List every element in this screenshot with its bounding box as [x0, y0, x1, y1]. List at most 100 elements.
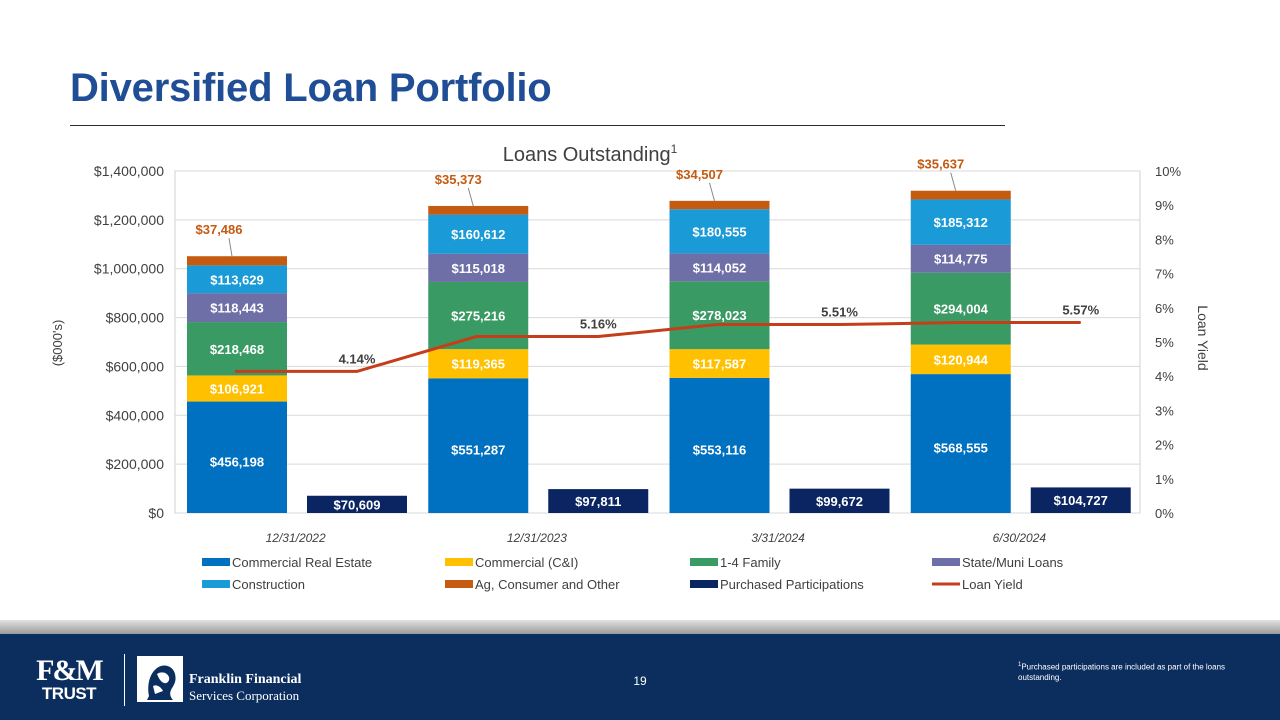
bar-segment [910, 190, 1011, 200]
bar-segment [910, 272, 1011, 345]
legend-swatch [202, 580, 230, 588]
data-label: $37,486 [196, 222, 243, 237]
data-label: $185,312 [934, 215, 988, 230]
slide-title: Diversified Loan Portfolio [70, 66, 552, 110]
y2-tick-label: 1% [1155, 472, 1174, 487]
franklin-portrait-icon [137, 656, 183, 702]
footnote-mark: 1 [1018, 662, 1022, 668]
legend-swatch [445, 558, 473, 566]
legend-label: State/Muni Loans [962, 555, 1064, 570]
data-label: $553,116 [693, 442, 747, 457]
data-label: $35,637 [917, 157, 964, 172]
data-label: $113,629 [210, 272, 264, 287]
chart-title-text: Loans Outstanding [503, 144, 671, 166]
legend-swatch [202, 558, 230, 566]
bar-segment [910, 344, 1011, 375]
y-tick-label: $1,200,000 [94, 212, 164, 228]
data-label: $275,216 [451, 309, 505, 324]
data-label: $97,811 [575, 494, 621, 509]
y2-tick-label: 2% [1155, 438, 1174, 453]
y2-tick-label: 6% [1155, 301, 1174, 316]
bar-segment [428, 205, 529, 215]
y2-tick-label: 10% [1155, 164, 1181, 179]
y-tick-label: $200,000 [106, 456, 165, 472]
data-label: $568,555 [934, 441, 988, 456]
yield-label: 5.51% [821, 305, 858, 320]
y2-tick-label: 3% [1155, 403, 1174, 418]
data-label: $117,587 [693, 357, 747, 372]
footnote-text: Purchased participations are included as… [1018, 662, 1226, 682]
data-label: $34,507 [676, 167, 723, 182]
franklin-logo-line1: Franklin Financial [189, 672, 302, 687]
leader-line [709, 182, 715, 201]
bar-segment [669, 281, 770, 350]
participation-bar [1030, 487, 1131, 513]
bar-segment [187, 401, 287, 513]
data-label: $104,727 [1054, 493, 1108, 508]
legend-swatch [445, 580, 473, 588]
loan-yield-line [235, 321, 1081, 373]
bar-segment [669, 349, 770, 378]
y-tick-label: $600,000 [106, 358, 165, 374]
bar-segment [428, 349, 529, 379]
bar-segment [187, 375, 287, 402]
data-label: $119,365 [451, 357, 505, 372]
franklin-logo-line2: Services Corporation [189, 688, 300, 703]
participation-bar [548, 489, 649, 513]
footer-bar [0, 634, 1280, 720]
x-tick-label: 12/31/2022 [266, 531, 326, 545]
legend-label: Loan Yield [962, 577, 1023, 592]
x-tick-label: 3/31/2024 [751, 531, 805, 545]
yield-label: 4.14% [339, 351, 376, 366]
data-label: $35,373 [435, 172, 482, 187]
y-tick-label: $0 [148, 505, 164, 521]
data-label: $218,468 [210, 342, 264, 357]
franklin-financial-logo: Franklin Financial Services Corporation [189, 672, 301, 703]
fm-logo-line1: F&M [36, 654, 104, 687]
fm-trust-logo: F&M TRUST [26, 654, 112, 703]
participation-bar [789, 488, 890, 513]
y2-tick-label: 9% [1155, 198, 1174, 213]
legend-label: Ag, Consumer and Other [475, 577, 620, 592]
page-number: 19 [633, 674, 647, 688]
bar-segment [187, 322, 287, 376]
data-label: $118,443 [210, 301, 264, 316]
data-label: $114,052 [693, 260, 747, 275]
y2-tick-label: 8% [1155, 232, 1174, 247]
y2-axis-label: Loan Yield [1195, 305, 1211, 370]
legend-label: Commercial (C&I) [475, 555, 578, 570]
chart-title-sup: 1 [671, 142, 678, 156]
yield-label: 5.57% [1062, 303, 1099, 318]
data-label: $180,555 [692, 224, 746, 239]
y-tick-label: $1,400,000 [94, 163, 164, 179]
bar-segment [187, 256, 287, 266]
yield-label: 5.16% [580, 317, 617, 332]
bar-segment [187, 293, 287, 323]
bar-segment [428, 253, 529, 282]
chart-title: Loans Outstanding1 [503, 142, 678, 166]
y-axis-label: ($000's) [50, 320, 65, 367]
bar-segment [910, 374, 1011, 513]
data-label: $456,198 [210, 454, 264, 469]
data-label: $115,018 [451, 261, 505, 276]
leader-line [950, 172, 957, 191]
y-tick-label: $400,000 [106, 407, 165, 423]
y2-tick-label: 5% [1155, 335, 1174, 350]
legend-label: Construction [232, 577, 305, 592]
bar-segment [669, 209, 770, 254]
x-tick-label: 6/30/2024 [993, 531, 1047, 545]
bar-segment [187, 265, 287, 294]
data-label: $99,672 [816, 494, 863, 509]
bar-segment [428, 214, 529, 254]
data-label: $294,004 [934, 302, 989, 317]
legend-swatch [932, 558, 960, 566]
data-label: $114,775 [934, 252, 988, 267]
bar-segment [910, 244, 1011, 273]
y-tick-label: $800,000 [106, 310, 165, 326]
legend-label: Commercial Real Estate [232, 555, 372, 570]
logo-separator [124, 654, 125, 706]
y2-tick-label: 0% [1155, 506, 1174, 521]
bar-segment [910, 199, 1011, 245]
bar-segment [669, 200, 770, 210]
fm-logo-line2: TRUST [41, 684, 97, 703]
